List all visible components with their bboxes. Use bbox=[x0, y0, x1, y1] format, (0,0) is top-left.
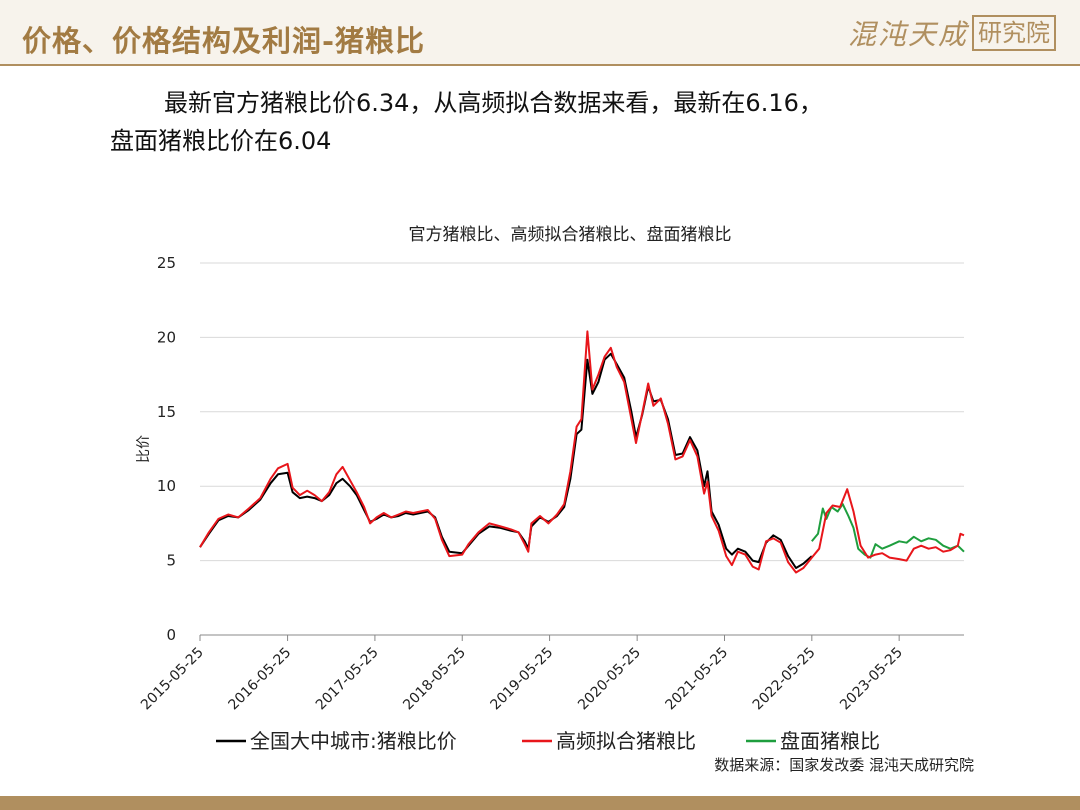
y-tick-label: 10 bbox=[157, 477, 176, 495]
y-tick-label: 20 bbox=[157, 328, 176, 346]
x-tick-label: 2022-05-25 bbox=[750, 645, 819, 714]
x-tick-label: 2017-05-25 bbox=[313, 645, 382, 714]
y-tick-label: 25 bbox=[157, 254, 176, 272]
y-axis: 0 5 10 15 20 25 bbox=[157, 254, 176, 644]
source-note: 数据来源：国家发改委 混沌天成研究院 bbox=[714, 756, 974, 774]
chart-legend: 全国大中城市:猪粮比价 高频拟合猪粮比 盘面猪粮比 bbox=[216, 729, 880, 753]
chart-series bbox=[199, 330, 965, 574]
legend-label: 高频拟合猪粮比 bbox=[556, 729, 696, 753]
legend-label: 全国大中城市:猪粮比价 bbox=[250, 729, 457, 753]
legend-label: 盘面猪粮比 bbox=[780, 729, 880, 753]
page-title: 价格、价格结构及利润-猪粮比 bbox=[22, 24, 426, 58]
summary-line-1: 最新官方猪粮比价6.34，从高频拟合数据来看，最新在6.16， bbox=[164, 89, 823, 117]
x-tick-label: 2023-05-25 bbox=[837, 645, 906, 714]
y-tick-label: 15 bbox=[157, 403, 176, 421]
footer-bar bbox=[0, 796, 1080, 810]
brand-logo-text: 混沌天成 bbox=[847, 18, 968, 51]
chart-title: 官方猪粮比、高频拟合猪粮比、盘面猪粮比 bbox=[409, 225, 732, 245]
x-axis: 2015-05-25 2016-05-25 2017-05-25 2018-05-25… bbox=[138, 634, 964, 714]
x-tick-label: 2019-05-25 bbox=[488, 645, 557, 714]
series-line-1 bbox=[199, 330, 965, 574]
brand-logo-box: 研究院 bbox=[972, 15, 1056, 51]
summary-text: 最新官方猪粮比价6.34，从高频拟合数据来看，最新在6.16， 盘面猪粮比价在6… bbox=[110, 84, 990, 160]
x-tick-label: 2016-05-25 bbox=[226, 645, 295, 714]
y-tick-label: 5 bbox=[166, 552, 176, 570]
summary-line-2: 盘面猪粮比价在6.04 bbox=[110, 127, 332, 155]
x-tick-label: 2018-05-25 bbox=[400, 645, 469, 714]
y-axis-label: 比价 bbox=[136, 435, 152, 463]
x-tick-label: 2021-05-25 bbox=[662, 645, 731, 714]
page-header: 价格、价格结构及利润-猪粮比 混沌天成 研究院 bbox=[0, 0, 1080, 66]
y-tick-label: 0 bbox=[166, 626, 176, 644]
x-tick-label: 2020-05-25 bbox=[575, 645, 644, 714]
chart: 官方猪粮比、高频拟合猪粮比、盘面猪粮比 0 5 10 15 20 25 比价 2015-0… bbox=[136, 225, 974, 774]
brand-logo: 混沌天成 研究院 bbox=[848, 14, 1056, 52]
x-tick-label: 2015-05-25 bbox=[138, 645, 207, 714]
